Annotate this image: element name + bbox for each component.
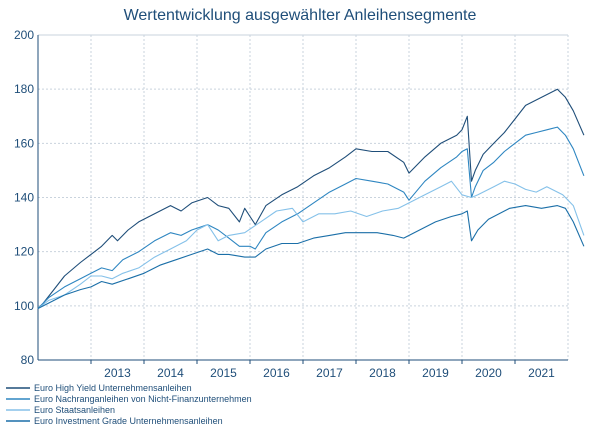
y-tick-label: 160 [14,136,34,150]
legend-entry: Euro Investment Grade Unternehmensanleih… [34,416,223,426]
legend-entry: Euro Nachranganleihen von Nicht-Finanzun… [34,394,252,404]
x-tick-label: 2016 [263,366,290,380]
legend-entry: Euro Staatsanleihen [34,405,115,415]
y-tick-label: 200 [14,28,34,42]
legend-entry: Euro High Yield Unternehmensanleihen [34,383,192,393]
x-tick-label: 2020 [475,366,502,380]
y-tick-labels: 80 100 120 140 160 180 200 [14,28,34,367]
y-tick-label: 140 [14,191,34,205]
x-tick-label: 2021 [528,366,555,380]
series-line-3 [37,180,585,309]
chart-title: Wertentwicklung ausgewählter Anleihenseg… [124,7,477,24]
x-tick-label: 2017 [316,366,343,380]
legend: Euro High Yield UnternehmensanleihenEuro… [6,383,252,426]
x-tick-labels: 2013 2014 2015 2016 2017 2018 2019 2020 2021 [104,366,555,380]
x-tick-label: 2014 [157,366,184,380]
y-tick-label: 120 [14,245,34,259]
grid-lines [37,34,569,361]
y-tick-label: 80 [21,353,35,367]
series-line-4 [37,205,585,309]
series-lines [37,88,585,309]
y-tick-label: 180 [14,82,34,96]
series-line-2 [37,126,585,309]
x-tick-label: 2013 [104,366,131,380]
x-tick-label: 2019 [422,366,449,380]
series-line-1 [37,88,585,309]
x-tick-label: 2018 [369,366,396,380]
axes [37,35,568,364]
x-tick-label: 2015 [210,366,237,380]
y-tick-label: 100 [14,299,34,313]
